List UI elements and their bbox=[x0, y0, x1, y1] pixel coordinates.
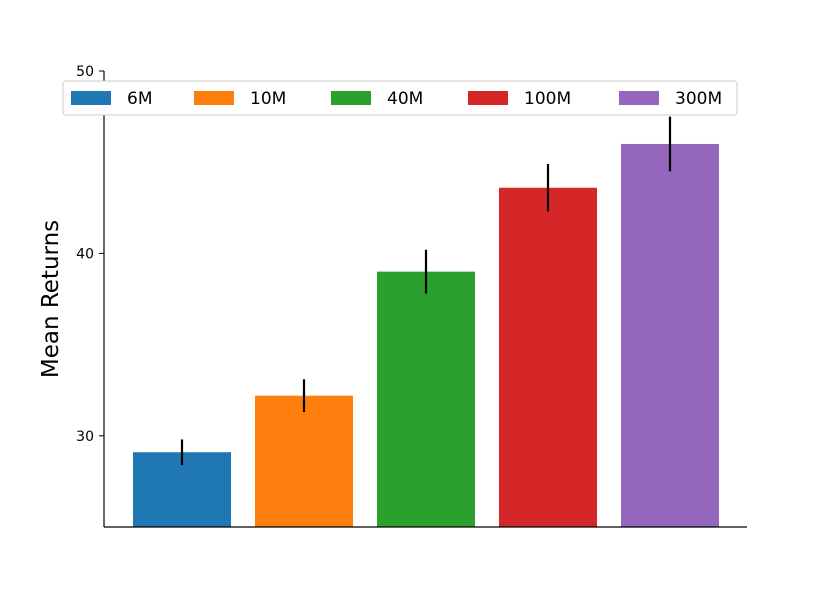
legend-swatch-10m bbox=[194, 91, 234, 105]
legend: 6M 10M 40M 100M 300M bbox=[62, 80, 738, 116]
bar-100m bbox=[499, 187, 597, 527]
y-tick-label-40: 40 bbox=[76, 246, 94, 262]
legend-swatch-300m bbox=[619, 91, 659, 105]
legend-frame bbox=[62, 80, 738, 116]
legend-label-6m: 6M bbox=[127, 89, 152, 109]
bar-10m bbox=[255, 395, 353, 527]
bar-300m bbox=[621, 143, 719, 527]
legend-label-100m: 100M bbox=[524, 89, 571, 109]
legend-label-10m: 10M bbox=[250, 89, 286, 109]
bar-40m bbox=[377, 271, 475, 527]
legend-label-300m: 300M bbox=[675, 89, 722, 109]
legend-swatch-6m bbox=[71, 91, 111, 105]
y-tick-label-50: 50 bbox=[76, 64, 94, 80]
legend-swatch-40m bbox=[331, 91, 371, 105]
y-ticks-group: 30 40 50 bbox=[76, 64, 104, 445]
error-bars-group bbox=[180, 116, 672, 465]
legend-label-40m: 40M bbox=[387, 89, 423, 109]
y-axis-label: Mean Returns bbox=[38, 220, 64, 378]
y-tick-label-30: 30 bbox=[76, 429, 94, 445]
bars-group bbox=[133, 143, 719, 527]
legend-swatch-100m bbox=[468, 91, 508, 105]
